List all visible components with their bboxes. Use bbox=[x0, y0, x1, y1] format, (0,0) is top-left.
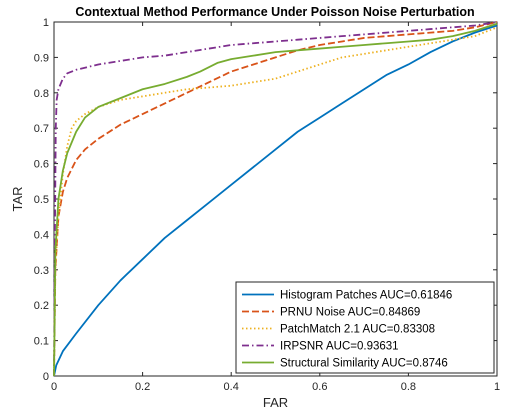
series-line-5 bbox=[53, 22, 498, 377]
x-tick-label: 1 bbox=[494, 381, 500, 393]
legend-entry-1: Histogram Patches AUC=0.61846 bbox=[280, 290, 452, 302]
legend-entry-4: IRPSNR AUC=0.93631 bbox=[280, 341, 399, 353]
y-tick-label: 0.4 bbox=[34, 229, 49, 241]
y-tick-label: 1 bbox=[43, 17, 49, 29]
x-tick-label: 0.6 bbox=[312, 381, 327, 393]
x-tick-label: 0.2 bbox=[135, 381, 150, 393]
y-tick-label: 0.3 bbox=[34, 265, 49, 277]
legend-entry-2: PRNU Noise AUC=0.84869 bbox=[280, 307, 420, 319]
legend-box bbox=[235, 281, 495, 374]
y-tick-label: 0.9 bbox=[34, 52, 49, 64]
axes: 0 0.2 0.4 0.6 0.8 1 0 0.1 0.2 0.3 0.4 0.5 0.6 0.7 0.8 0… bbox=[34, 17, 500, 393]
x-axis-label: FAR bbox=[263, 395, 288, 410]
series-line-4 bbox=[53, 21, 498, 377]
series-line-3 bbox=[53, 26, 498, 377]
x-tick-label: 0.8 bbox=[401, 381, 416, 393]
series-group bbox=[53, 21, 498, 377]
y-tick-label: 0.7 bbox=[34, 123, 49, 135]
legend-entry-3: PatchMatch 2.1 AUC=0.83308 bbox=[280, 324, 435, 336]
y-tick-label: 0 bbox=[43, 371, 49, 383]
legend-entry-5: Structural Similarity AUC=0.8746 bbox=[280, 358, 448, 370]
chart-title: Contextual Method Performance Under Pois… bbox=[75, 5, 474, 19]
y-axis-label: TAR bbox=[10, 186, 25, 211]
x-tick-label: 0 bbox=[51, 381, 57, 393]
y-tick-label: 0.1 bbox=[34, 336, 49, 348]
x-tick-label: 0.4 bbox=[224, 381, 239, 393]
y-tick-label: 0.8 bbox=[34, 88, 49, 100]
y-tick-label: 0.2 bbox=[34, 300, 49, 312]
series-line-2 bbox=[53, 21, 498, 377]
legend: Histogram Patches AUC=0.61846 PRNU Noise … bbox=[235, 281, 495, 374]
y-tick-label: 0.6 bbox=[34, 159, 49, 171]
series-line-1 bbox=[53, 24, 498, 377]
y-tick-label: 0.5 bbox=[34, 194, 49, 206]
